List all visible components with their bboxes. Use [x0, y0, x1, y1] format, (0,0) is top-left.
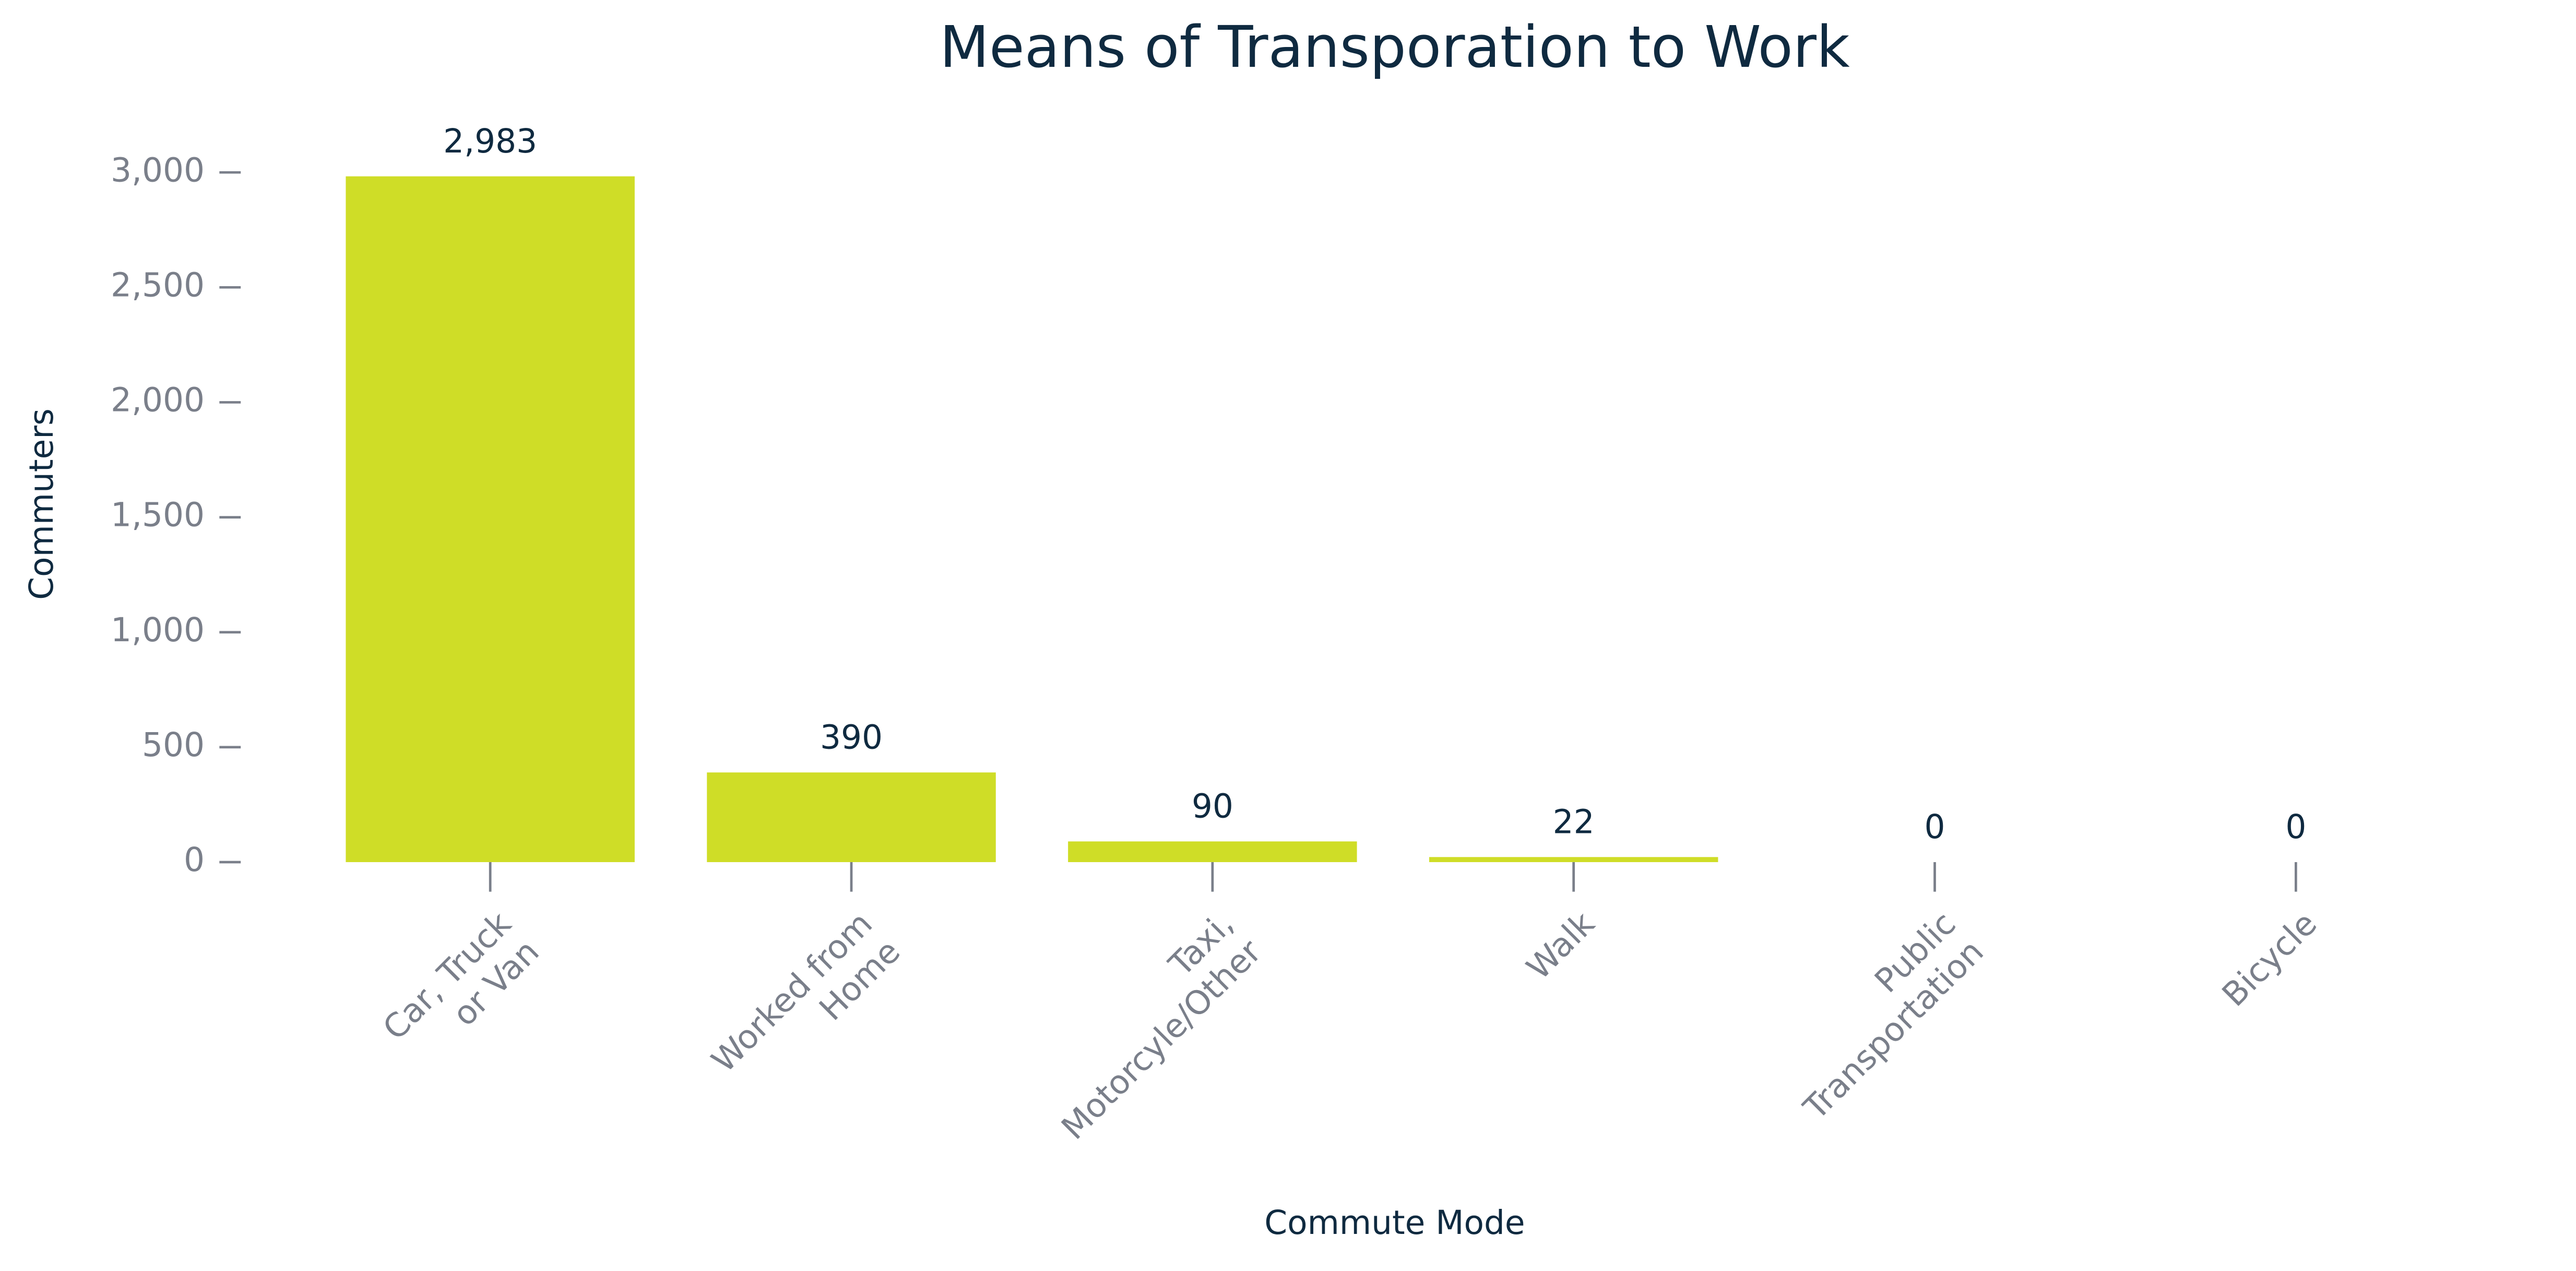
x-tick-label: Walk: [1520, 904, 1602, 987]
x-tick-label: Worked fromHome: [704, 904, 907, 1108]
bar: [1429, 857, 1718, 862]
x-tick-label: PublicTransportation: [1768, 904, 1991, 1127]
value-label: 0: [2285, 808, 2306, 846]
bar: [346, 176, 635, 862]
x-axis-title: Commute Mode: [1264, 1204, 1525, 1242]
x-tick-label: Car, Truckor Van: [376, 904, 547, 1076]
value-label: 390: [820, 718, 883, 756]
y-tick-label: 0: [184, 841, 205, 879]
value-label: 0: [1925, 808, 1945, 846]
value-label: 22: [1553, 803, 1595, 841]
y-tick-label: 500: [142, 726, 205, 764]
chart-title: Means of Transporation to Work: [940, 14, 1850, 80]
y-tick-label: 2,000: [111, 381, 205, 419]
y-tick-label: 3,000: [111, 151, 205, 189]
bar: [1068, 841, 1357, 862]
y-axis-title: Commuters: [22, 408, 61, 600]
x-tick-label: Bicycle: [2215, 904, 2324, 1014]
value-label: 90: [1192, 787, 1233, 826]
y-tick-label: 1,500: [111, 496, 205, 534]
bar: [707, 772, 996, 862]
y-tick-label: 1,000: [111, 611, 205, 649]
value-label: 2,983: [443, 122, 537, 160]
y-tick-label: 2,500: [111, 266, 205, 304]
x-tick-label: Taxi,Motorcyle/Other: [1026, 904, 1268, 1147]
